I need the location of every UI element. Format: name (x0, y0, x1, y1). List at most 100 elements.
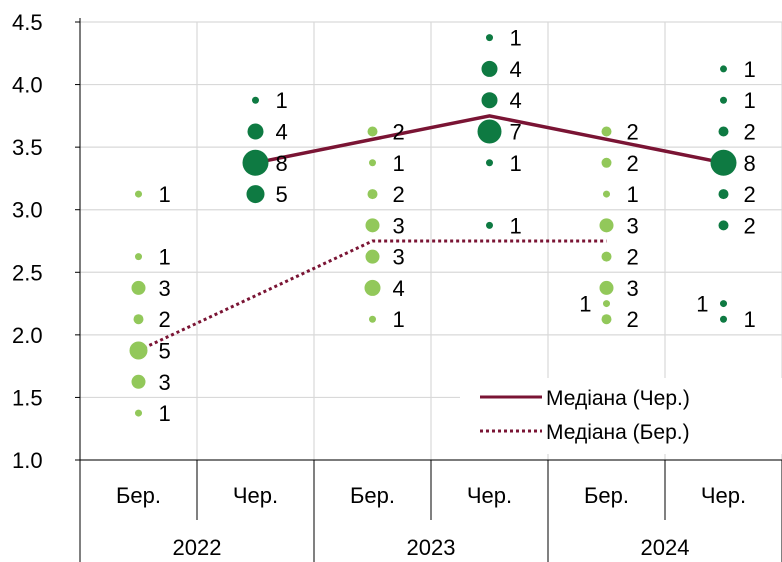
median-line-march (137, 239, 607, 352)
x-tick-label: Бер. (584, 483, 629, 508)
data-point (135, 253, 142, 261)
count-label: 5 (159, 339, 171, 364)
data-point (367, 189, 378, 200)
data-point (720, 96, 727, 104)
data-point (720, 315, 727, 323)
count-label: 8 (276, 151, 288, 176)
y-tick-label: 2.0 (12, 323, 43, 348)
count-label: 2 (393, 120, 405, 145)
data-point (599, 280, 614, 295)
data-point (603, 190, 610, 198)
count-label: 1 (696, 292, 708, 317)
y-tick-label: 4.0 (12, 73, 43, 98)
data-point (718, 189, 729, 200)
count-label: 1 (159, 401, 171, 426)
count-label: 3 (393, 245, 405, 270)
count-label: 1 (510, 213, 522, 238)
count-label: 1 (393, 307, 405, 332)
legend-label: Медіана (Бер.) (546, 421, 690, 444)
count-label: 1 (744, 307, 756, 332)
data-point (135, 190, 142, 198)
count-label: 3 (159, 276, 171, 301)
count-labels: 1 3 5 2 3 1 1 1 4 3 3 2 1 2 2 1 3 2 3 1 2 2 5 8 4 1 1 1 7 4 4 1 1 1 2 2 8 2 1 1 (159, 26, 756, 426)
count-label: 1 (579, 292, 591, 317)
data-point (601, 126, 612, 137)
count-label: 2 (627, 245, 639, 270)
x-tick-label: Чер. (233, 483, 278, 508)
data-point (481, 60, 498, 77)
data-point (365, 218, 380, 233)
data-point (129, 341, 148, 360)
data-point (367, 126, 378, 137)
data-points (129, 34, 737, 417)
count-label: 1 (744, 88, 756, 113)
median-line-june (255, 114, 724, 165)
data-point (247, 123, 264, 140)
count-label: 7 (510, 120, 522, 145)
data-point (365, 249, 380, 264)
data-point (477, 119, 502, 144)
y-tick-label: 2.5 (12, 260, 43, 285)
data-point (131, 280, 146, 295)
count-label: 2 (159, 307, 171, 332)
data-point (133, 314, 144, 325)
count-label: 1 (510, 151, 522, 176)
data-point (369, 159, 376, 167)
count-label: 2 (393, 182, 405, 207)
data-point (603, 300, 610, 308)
y-tick-label: 1.5 (12, 385, 43, 410)
count-label: 8 (744, 151, 756, 176)
y-tick-label: 3.5 (12, 135, 43, 160)
x-tick-label: Бер. (350, 483, 395, 508)
count-label: 2 (627, 151, 639, 176)
median-lines (137, 114, 724, 352)
legend-box (460, 378, 782, 454)
data-point (364, 279, 381, 296)
data-point (486, 221, 493, 229)
data-point (486, 159, 493, 167)
count-label: 4 (510, 57, 522, 82)
data-point (252, 96, 259, 104)
count-label: 2 (744, 213, 756, 238)
count-label: 1 (627, 182, 639, 207)
data-point (246, 185, 265, 204)
count-label: 4 (393, 276, 405, 301)
data-point (720, 300, 727, 308)
count-label: 2 (744, 182, 756, 207)
count-label: 5 (276, 182, 288, 207)
count-label: 3 (159, 370, 171, 395)
data-point (718, 126, 729, 137)
data-point (486, 34, 493, 42)
count-label: 4 (510, 88, 522, 113)
year-label: 2024 (641, 535, 690, 560)
count-label: 1 (159, 245, 171, 270)
count-label: 1 (276, 88, 288, 113)
count-label: 2 (744, 120, 756, 145)
data-point (601, 314, 612, 325)
count-label: 2 (627, 307, 639, 332)
y-tick-label: 4.5 (12, 10, 43, 35)
data-point (242, 149, 269, 176)
count-label: 1 (159, 182, 171, 207)
data-point (131, 374, 146, 389)
data-point (718, 220, 729, 231)
legend-label: Медіана (Чер.) (546, 387, 690, 410)
data-point (481, 92, 498, 109)
x-tick-label: Бер. (116, 483, 161, 508)
data-point (601, 251, 612, 262)
data-point (599, 218, 614, 233)
count-label: 2 (627, 120, 639, 145)
data-point (710, 149, 737, 176)
x-tick-label: Чер. (467, 483, 512, 508)
data-point (135, 409, 142, 417)
data-point (369, 315, 376, 323)
count-label: 4 (276, 120, 288, 145)
legend: Медіана (Чер.) Медіана (Бер.) (460, 378, 782, 454)
count-label: 3 (393, 213, 405, 238)
count-label: 3 (627, 276, 639, 301)
data-point (720, 65, 727, 73)
count-label: 3 (627, 213, 639, 238)
year-label: 2022 (173, 535, 222, 560)
data-point (601, 157, 612, 168)
